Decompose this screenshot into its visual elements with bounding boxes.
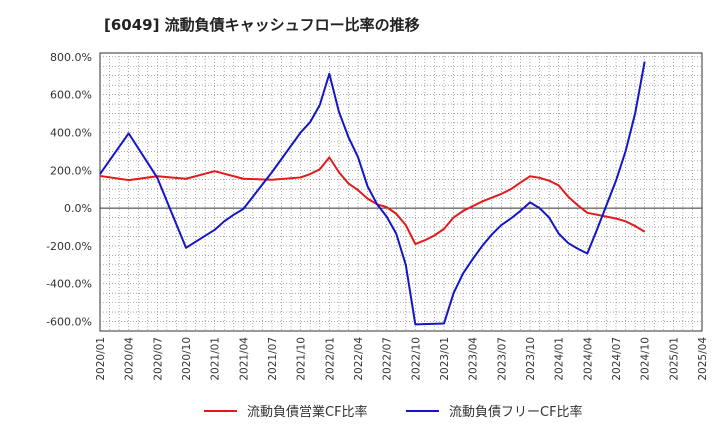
- series-line-operating-cf: [99, 156, 646, 246]
- y-tick-label: 0.0%: [64, 202, 92, 215]
- series-line-free-cf: [99, 61, 646, 326]
- x-tick-label: 2021/07: [267, 337, 279, 381]
- x-tick-label: 2024/01: [554, 337, 566, 381]
- x-tick-label: 2023/04: [468, 337, 480, 381]
- y-tick-label: 800.0%: [50, 51, 92, 64]
- x-tick-label: 2020/01: [95, 337, 107, 381]
- x-tick-label: 2025/01: [668, 337, 680, 381]
- x-tick-label: 2021/01: [210, 337, 222, 381]
- y-tick-label: -600.0%: [46, 316, 92, 329]
- x-tick-label: 2024/07: [611, 337, 623, 381]
- x-tick-label: 2023/07: [496, 337, 508, 381]
- plot-frame: [99, 52, 703, 332]
- y-tick-label: 600.0%: [50, 89, 92, 102]
- legend-label: 流動負債フリーCF比率: [449, 404, 583, 420]
- x-tick-label: 2022/04: [353, 337, 365, 381]
- x-tick-label: 2020/07: [152, 337, 164, 381]
- x-tick-label: 2024/04: [582, 337, 594, 381]
- x-tick-label: 2025/04: [697, 337, 709, 381]
- x-tick-label: 2024/10: [640, 337, 652, 381]
- x-tick-label: 2022/07: [382, 337, 394, 381]
- legend-label: 流動負債営業CF比率: [247, 404, 368, 420]
- y-tick-label: 200.0%: [50, 164, 92, 177]
- x-tick-label: 2021/04: [238, 337, 250, 381]
- y-tick-label: 400.0%: [50, 126, 92, 139]
- x-tick-label: 2022/10: [410, 337, 422, 381]
- y-tick-label: -200.0%: [46, 240, 92, 253]
- y-tick-label: -400.0%: [46, 278, 92, 291]
- chart-title: [6049] 流動負債キャッシュフロー比率の推移: [104, 16, 420, 34]
- x-tick-label: 2022/01: [324, 337, 336, 381]
- x-tick-label: 2021/10: [296, 337, 308, 381]
- x-tick-label: 2023/01: [439, 337, 451, 381]
- x-tick-label: 2020/04: [124, 337, 136, 381]
- x-tick-label: 2023/10: [525, 337, 537, 381]
- x-tick-label: 2020/10: [181, 337, 193, 381]
